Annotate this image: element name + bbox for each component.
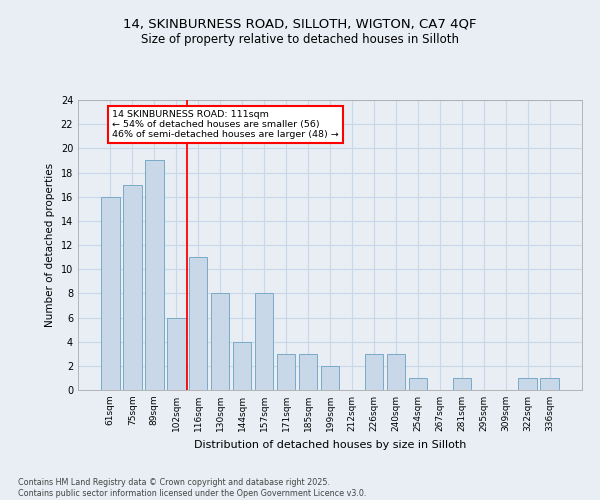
Bar <box>386 354 405 390</box>
Bar <box>518 378 537 390</box>
Text: 14 SKINBURNESS ROAD: 111sqm
← 54% of detached houses are smaller (56)
46% of sem: 14 SKINBURNESS ROAD: 111sqm ← 54% of det… <box>112 110 339 140</box>
Bar <box>299 354 317 390</box>
Bar <box>189 257 208 390</box>
Bar <box>233 342 251 390</box>
Bar <box>365 354 383 390</box>
X-axis label: Distribution of detached houses by size in Silloth: Distribution of detached houses by size … <box>194 440 466 450</box>
Text: 14, SKINBURNESS ROAD, SILLOTH, WIGTON, CA7 4QF: 14, SKINBURNESS ROAD, SILLOTH, WIGTON, C… <box>123 18 477 30</box>
Text: Size of property relative to detached houses in Silloth: Size of property relative to detached ho… <box>141 32 459 46</box>
Bar <box>255 294 274 390</box>
Bar <box>145 160 164 390</box>
Bar <box>167 318 185 390</box>
Text: Contains HM Land Registry data © Crown copyright and database right 2025.
Contai: Contains HM Land Registry data © Crown c… <box>18 478 367 498</box>
Bar <box>101 196 119 390</box>
Bar <box>541 378 559 390</box>
Bar <box>123 184 142 390</box>
Bar <box>320 366 340 390</box>
Bar <box>277 354 295 390</box>
Y-axis label: Number of detached properties: Number of detached properties <box>45 163 55 327</box>
Bar <box>409 378 427 390</box>
Bar <box>452 378 471 390</box>
Bar <box>211 294 229 390</box>
